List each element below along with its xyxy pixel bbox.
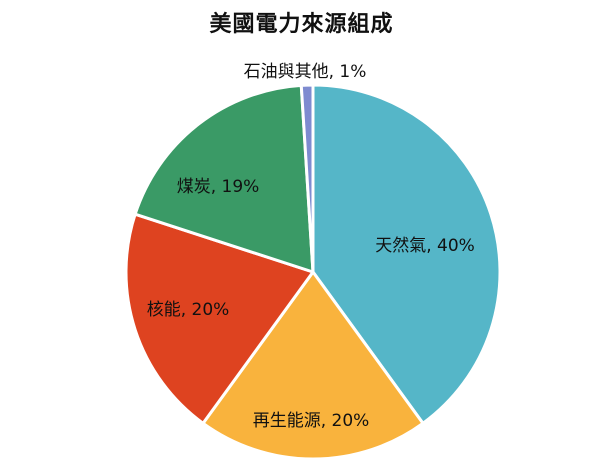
slice-label-1: 天然氣, 40% (375, 236, 475, 256)
pie-slice-1 (311, 83, 502, 425)
pie-slice-5 (299, 83, 315, 274)
pie-labels: 天然氣, 40% 再生能源, 20% 核能, 20% 煤炭, 19% 石油與其他, 1% (147, 62, 475, 431)
pie-slices (124, 83, 502, 461)
slice-label-2: 再生能源, 20% (253, 411, 370, 431)
pie-slice-3 (124, 212, 315, 425)
pie-slice-4 (133, 83, 315, 274)
chart-title: 美國電力來源組成 (209, 12, 394, 37)
slice-label-4: 煤炭, 19% (177, 177, 260, 197)
slice-label-5: 石油與其他, 1% (244, 62, 367, 82)
pie-slice-2 (201, 270, 425, 461)
slice-label-3: 核能, 20% (147, 300, 230, 320)
